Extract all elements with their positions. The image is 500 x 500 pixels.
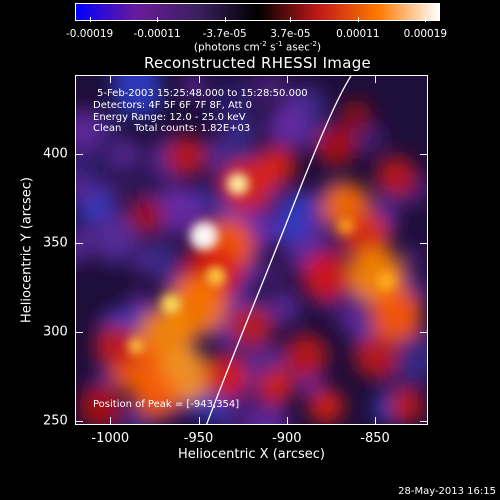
colorbar-tick: [290, 17, 292, 22]
x-tick-label: -900: [272, 431, 302, 446]
y-tick-label: 350: [43, 235, 68, 251]
x-axis-title: Heliocentric X (arcsec): [178, 447, 325, 462]
x-tick-top: [286, 75, 288, 83]
colorbar-tick: [224, 17, 226, 22]
y-tick-right: [420, 332, 428, 334]
info-line: 5-Feb-2003 15:25:48.000 to 15:28:50.000: [97, 88, 308, 99]
x-tick-top: [198, 75, 200, 83]
y-tick-label: 300: [43, 324, 68, 340]
x-tick-top: [110, 75, 112, 83]
info-line: Detectors: 4F 5F 6F 7F 8F, Att 0: [93, 99, 253, 111]
colorbar-tick-label: -3.7e-05: [202, 28, 247, 40]
colorbar: [75, 3, 440, 21]
colorbar-tick-label: 0.00011: [336, 28, 380, 40]
y-tick: [75, 242, 83, 244]
y-tick-right: [420, 153, 428, 155]
x-tick: [375, 417, 377, 425]
rhessi-image-plot: [75, 75, 428, 425]
x-tick: [110, 417, 112, 425]
peak-position: Position of Peak = [-943,354]: [93, 399, 240, 410]
observation-info: 5-Feb-2003 15:25:48.000 to 15:28:50.000 D…: [93, 88, 308, 135]
colorbar-tick-label: 3.7e-05: [270, 28, 311, 40]
colorbar-tick: [357, 17, 359, 22]
colorbar-tick-label: 0.00019: [403, 28, 448, 40]
rhessi-heatmap: [76, 76, 427, 424]
x-tick-label: -1000: [91, 431, 130, 446]
y-tick: [75, 332, 83, 334]
x-tick: [198, 417, 200, 425]
colorbar-tick: [157, 17, 159, 22]
y-tick: [75, 153, 83, 155]
y-tick-label: 250: [43, 413, 68, 429]
colorbar-tick: [89, 17, 91, 22]
x-tick-label: -950: [183, 431, 214, 446]
info-line: Clean Total counts: 1.82E+03: [93, 123, 251, 135]
y-axis-title: Heliocentric Y (arcsec): [19, 177, 35, 323]
y-tick-label: 400: [43, 146, 68, 162]
x-tick: [286, 417, 288, 425]
y-tick-right: [420, 242, 428, 244]
y-tick: [75, 421, 83, 423]
colorbar-units: (photons cm-2 s-1 asec-2): [193, 40, 322, 54]
footer-timestamp: 28-May-2013 16:15: [398, 486, 496, 497]
y-tick-right: [420, 421, 428, 423]
colorbar-tick-label: -0.00011: [133, 28, 181, 40]
colorbar-tick-label: -0.00019: [65, 28, 114, 40]
x-tick-label: -850: [360, 431, 390, 446]
colorbar-tick: [425, 17, 427, 22]
solar-limb-line: [206, 76, 352, 424]
image-title: Reconstructed RHESSI Image: [143, 54, 372, 72]
info-line: Energy Range: 12.0 - 25.0 keV: [93, 111, 246, 123]
x-tick-top: [375, 75, 377, 83]
